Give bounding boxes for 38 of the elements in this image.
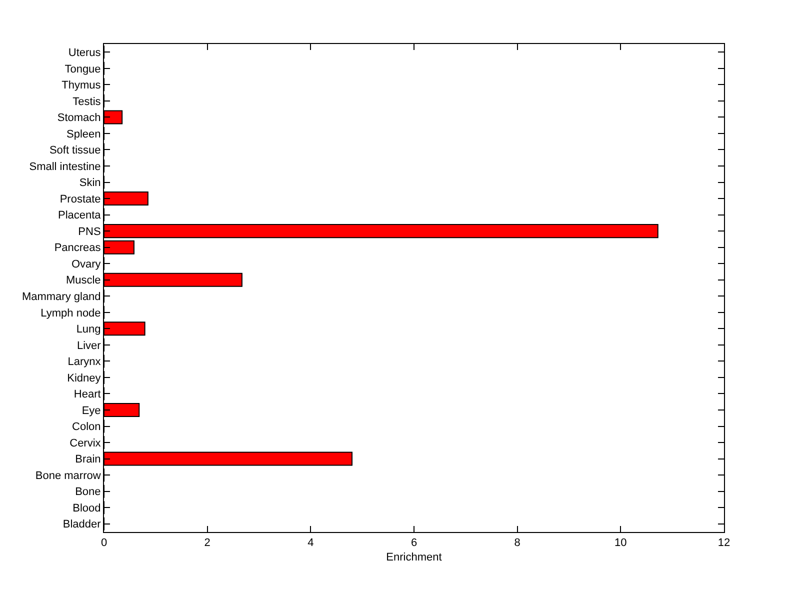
y-tick-label: Liver [76,340,102,352]
y-tick-label: Eye [82,404,101,417]
x-tick-label: 8 [514,537,520,550]
y-tick-label: Bone marrow [35,470,101,482]
x-tick-label: 6 [410,537,418,550]
y-tick-label: Blood [72,502,101,514]
y-tick-label: Kidney [67,372,102,384]
y-tick-label: Thymus [62,80,102,92]
y-tick-label: Heart [74,388,101,401]
y-tick-label: Tongue [64,63,101,76]
y-tick-label: Cervix [70,437,102,450]
x-tick-label: 0 [100,537,108,550]
y-tick-label: Testis [72,96,102,108]
x-tick-label: 4 [308,537,314,550]
x-tick-label: 10 [614,537,627,550]
y-tick-label: Ovary [71,258,102,270]
y-tick-label: PNS [78,226,101,238]
x-tick-label: 12 [718,537,730,550]
y-tick-label: Skin [79,177,101,190]
y-tick-label: Lymph node [40,307,101,320]
y-tick-label: Placenta [58,210,102,222]
y-tick-label: Stomach [57,112,101,124]
y-tick-label: Uterus [68,46,102,59]
y-tick-label: Lung [76,324,101,336]
y-tick-label: Brain [75,454,101,466]
y-tick-label: Bone [75,486,101,498]
y-tick-label: Soft tissue [49,144,101,157]
y-tick-label: Larynx [68,356,102,368]
y-tick-label: Pancreas [54,242,102,254]
y-tick-label: Muscle [66,274,101,287]
y-tick-label: Colon [72,421,101,434]
y-tick-label: Small intestine [29,160,101,173]
x-tick-label: 2 [204,537,210,550]
y-tick-label: Bladder [62,518,102,531]
y-tick-label: Mammary gland [22,290,101,303]
y-tick-label: Prostate [60,193,101,206]
x-axis-title: Enrichment [386,551,442,564]
y-tick-label: Spleen [66,128,101,140]
